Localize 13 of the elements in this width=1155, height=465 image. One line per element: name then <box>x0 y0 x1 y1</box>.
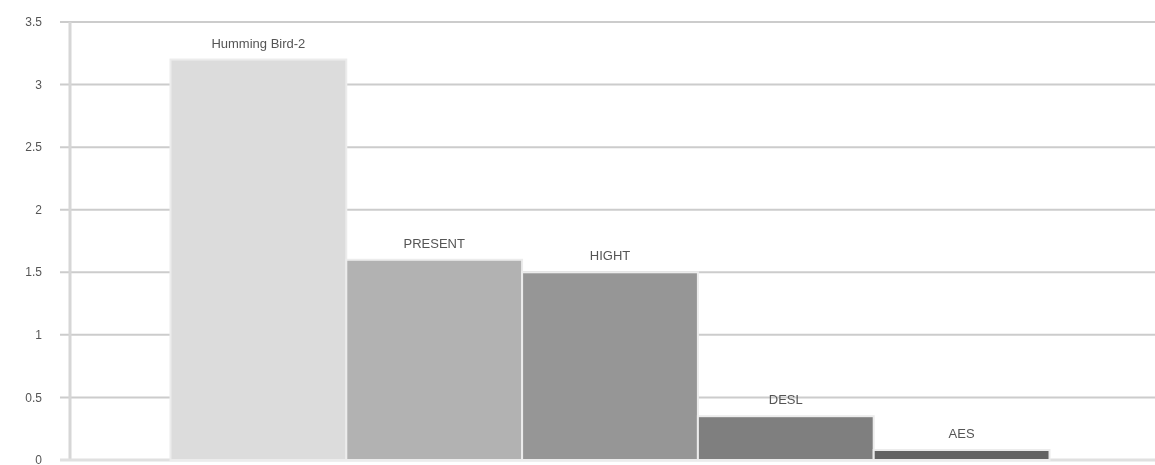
y-tick-label: 3.5 <box>25 15 43 30</box>
series-label: DESL <box>768 392 803 408</box>
y-tick-label: 1.5 <box>25 265 43 280</box>
y-tick-label: 2.5 <box>25 140 43 155</box>
y-tick-label: 0.5 <box>25 390 43 405</box>
series-label: HIGHT <box>589 248 631 264</box>
series-label: PRESENT <box>403 235 465 251</box>
y-tick-label: 2 <box>35 202 43 217</box>
series-label: Humming Bird-2 <box>211 35 306 51</box>
series-label: AES <box>948 425 975 441</box>
y-tick-label: 3 <box>35 77 43 92</box>
y-tick-label: 1 <box>35 328 43 343</box>
y-tick-label: 0 <box>35 453 43 465</box>
